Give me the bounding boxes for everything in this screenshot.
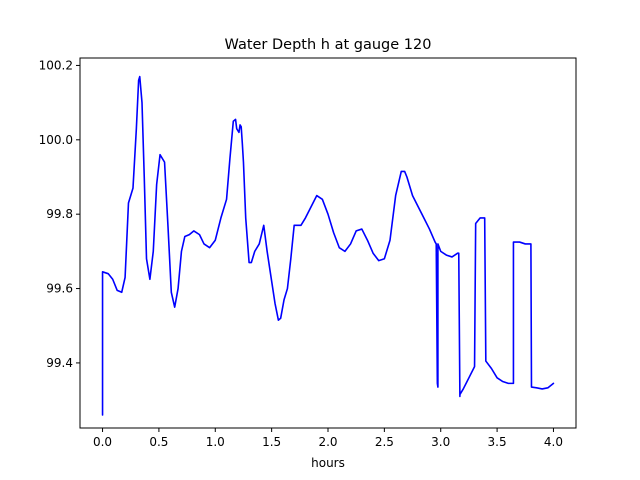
series-layer [101, 75, 555, 416]
x-tick-label: 2.0 [318, 435, 337, 449]
chart-title: Water Depth h at gauge 120 [225, 37, 432, 53]
y-tick-label: 99.8 [46, 207, 73, 221]
x-tick-label: 3.5 [488, 435, 507, 449]
series-line [101, 75, 555, 416]
x-tick-label: 0.5 [149, 435, 168, 449]
x-tick-label: 2.5 [375, 435, 394, 449]
x-tick-label: 1.0 [206, 435, 225, 449]
plot-frame [79, 57, 577, 429]
y-tick-label: 100.2 [39, 58, 73, 72]
y-tick-label: 99.6 [46, 282, 73, 296]
x-tick-label: 3.0 [431, 435, 450, 449]
x-tick-label: 4.0 [544, 435, 563, 449]
y-tick-label: 99.4 [46, 356, 73, 370]
plot-area [80, 58, 576, 428]
x-tick-label: 1.5 [262, 435, 281, 449]
x-axis-label: hours [311, 456, 345, 470]
y-tick-label: 100.0 [39, 133, 73, 147]
ticks-layer: 0.0 0.5 1.0 1.5 2.0 2.5 3.0 3.5 4.0 99.4 99.6 99.8 1… [39, 58, 563, 449]
x-tick-label: 0.0 [93, 435, 112, 449]
